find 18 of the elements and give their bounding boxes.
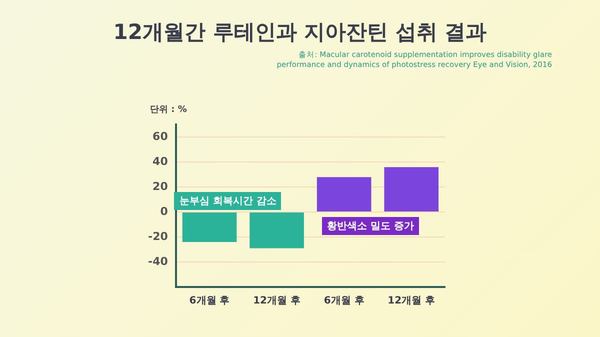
annotation: 황반색소 밀도 증가 (322, 217, 419, 236)
y-tick-label: 0 (160, 204, 168, 218)
y-tick-label: 20 (152, 180, 168, 193)
y-tick-label: -20 (148, 230, 168, 243)
y-tick-label: 60 (152, 130, 168, 143)
x-tick-label: 12개월 후 (253, 296, 300, 307)
y-tick-label: 40 (152, 154, 168, 168)
x-tick-label: 6개월 후 (324, 296, 364, 307)
annotation: 눈부심 회복시간 감소 (174, 192, 282, 210)
x-tick-label: 6개월 후 (189, 296, 230, 307)
y-axis-title: 단위 : % (150, 104, 187, 116)
x-tick-label: 12개월 후 (388, 296, 436, 307)
bar (384, 167, 439, 212)
chart-title: 12개월간 루테인과 지아잔틴 섭취 결과 (112, 19, 488, 46)
bar (316, 177, 372, 212)
bar (182, 212, 237, 242)
y-tick-label: -40 (148, 254, 168, 268)
bar (250, 212, 304, 248)
